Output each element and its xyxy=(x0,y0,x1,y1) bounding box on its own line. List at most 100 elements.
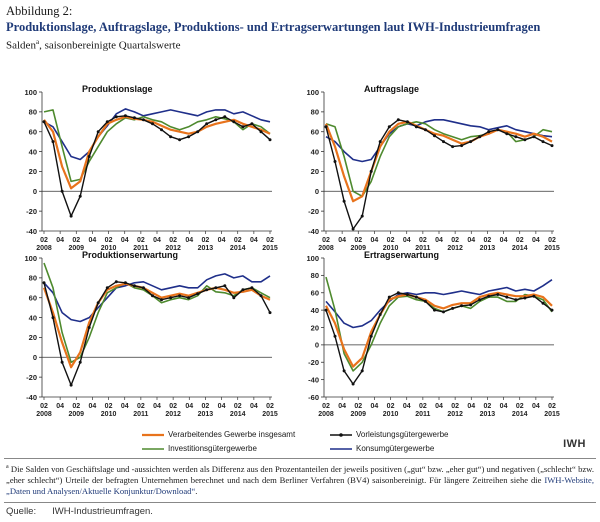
data-point xyxy=(259,130,263,134)
subtitle-rest: , saisonbereinigte Quartalswerte xyxy=(39,39,181,52)
source-label: Quelle: xyxy=(6,506,37,517)
data-point xyxy=(550,144,554,148)
x-tick-label: 04 xyxy=(338,403,346,410)
data-point xyxy=(241,125,245,129)
x-year-label: 2009 xyxy=(68,411,84,418)
x-tick-label: 04 xyxy=(403,237,411,244)
y-tick-label: 0 xyxy=(315,187,319,196)
x-tick-label: 02 xyxy=(451,237,459,244)
y-tick-label: -20 xyxy=(26,373,37,382)
y-tick-label: 40 xyxy=(311,306,319,315)
data-point xyxy=(232,296,236,300)
x-tick-label: 02 xyxy=(322,403,330,410)
x-tick-label: 04 xyxy=(435,237,443,244)
panel-title: Ertragserwartung xyxy=(364,250,439,260)
data-point xyxy=(87,155,91,158)
data-point xyxy=(523,138,527,142)
iwh-logo-text: IWH xyxy=(563,438,586,450)
data-point xyxy=(69,214,73,218)
data-point xyxy=(268,138,272,142)
x-tick-label: 04 xyxy=(371,403,379,410)
x-year-label: 2010 xyxy=(101,411,117,418)
y-tick-label: 20 xyxy=(29,167,37,176)
data-point xyxy=(96,301,100,305)
x-tick-label: 04 xyxy=(371,237,379,244)
footnote-link[interactable]: IWH-Website, „Daten und Analysen/Aktuell… xyxy=(6,474,594,496)
data-point xyxy=(405,293,409,296)
x-tick-label: 02 xyxy=(387,237,395,244)
data-point xyxy=(360,214,364,218)
series-line-3 xyxy=(325,121,553,198)
data-point xyxy=(214,286,218,290)
figure-subtitle: Saldena, saisonbereinigte Quartalswerte xyxy=(6,38,180,52)
x-year-label: 2010 xyxy=(101,245,117,252)
x-tick-label: 02 xyxy=(137,237,145,244)
data-point xyxy=(250,122,254,126)
x-year-label: 2011 xyxy=(133,411,148,418)
x-tick-label: 02 xyxy=(40,403,48,410)
panel-title: Produktionserwartung xyxy=(82,250,178,260)
x-tick-label: 04 xyxy=(218,403,226,410)
data-point xyxy=(532,294,536,298)
data-point xyxy=(123,114,127,118)
figure-title: Produktionslage, Auftragslage, Produktio… xyxy=(6,20,541,34)
x-tick-label: 04 xyxy=(250,237,258,244)
x-year-label: 2008 xyxy=(318,411,334,418)
data-point xyxy=(469,303,473,307)
data-point xyxy=(514,298,518,302)
y-tick-label: -40 xyxy=(308,227,319,236)
x-year-label: 2011 xyxy=(415,411,430,418)
legend-swatch-investition xyxy=(142,447,164,450)
data-point xyxy=(433,308,436,312)
x-tick-label: 04 xyxy=(89,237,97,244)
x-tick-label: 02 xyxy=(169,403,177,410)
data-point xyxy=(132,116,136,120)
x-tick-label: 02 xyxy=(548,403,556,410)
data-point xyxy=(250,286,254,290)
legend-swatch-verarbeitendes xyxy=(142,433,164,436)
legend-item-investition: Investitionsgütergewerbe xyxy=(142,444,257,453)
series-line-1 xyxy=(325,291,553,368)
data-point xyxy=(550,308,554,312)
x-year-label: 2015 xyxy=(544,245,560,252)
x-year-label: 2015 xyxy=(262,245,278,252)
series-line-4 xyxy=(43,108,271,161)
x-tick-label: 02 xyxy=(484,403,492,410)
x-year-label: 2012 xyxy=(447,245,463,252)
x-tick-label: 02 xyxy=(419,403,427,410)
legend-item-konsum: Konsumgütergewerbe xyxy=(330,444,434,453)
legend-item-vorleistung: Vorleistungsgütergewerbe xyxy=(330,430,449,439)
data-point xyxy=(342,199,346,203)
x-tick-label: 04 xyxy=(185,403,193,410)
panel-title: Produktionslage xyxy=(82,84,153,94)
x-tick-label: 04 xyxy=(467,237,475,244)
y-tick-label: -20 xyxy=(308,207,319,216)
data-point xyxy=(487,294,491,298)
data-point xyxy=(369,169,373,173)
data-point xyxy=(187,296,191,300)
series-line-2 xyxy=(325,292,553,385)
y-tick-label: 60 xyxy=(29,128,37,137)
data-point xyxy=(151,294,154,298)
y-tick-label: 40 xyxy=(29,313,37,322)
data-point xyxy=(205,122,209,126)
series-line-1 xyxy=(324,120,553,203)
y-tick-label: 60 xyxy=(29,294,37,303)
data-point xyxy=(114,115,118,119)
data-point xyxy=(333,334,337,338)
data-point xyxy=(324,125,328,129)
data-point xyxy=(160,128,163,132)
x-year-label: 2014 xyxy=(512,245,528,252)
data-point xyxy=(178,294,182,298)
x-tick-label: 02 xyxy=(387,403,395,410)
y-tick-label: 60 xyxy=(311,128,319,137)
data-point xyxy=(396,118,400,122)
data-point xyxy=(478,135,482,139)
data-point xyxy=(487,130,491,134)
y-tick-label: 80 xyxy=(29,274,37,283)
footnote-marker: a xyxy=(6,464,9,470)
y-tick-label: 80 xyxy=(29,108,37,117)
data-point xyxy=(460,144,464,148)
x-tick-label: 02 xyxy=(266,403,274,410)
